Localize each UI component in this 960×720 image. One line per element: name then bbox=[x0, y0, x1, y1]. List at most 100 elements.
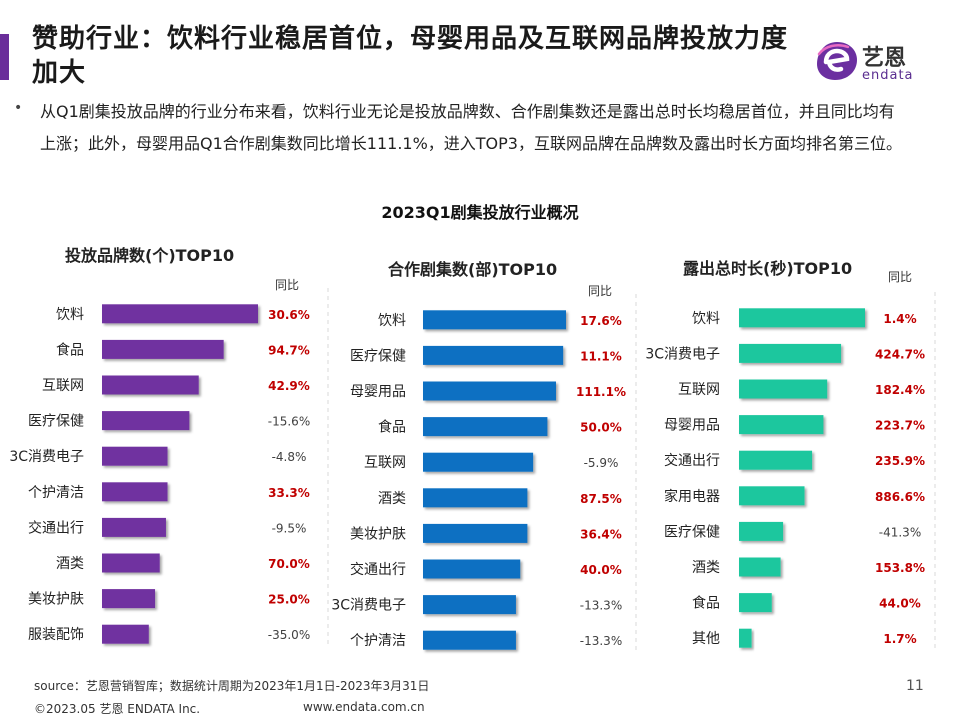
yoy-value: -13.3% bbox=[580, 599, 622, 613]
yoy-value: 1.7% bbox=[883, 632, 916, 646]
bullet-marker: • bbox=[14, 100, 23, 116]
yoy-value: 25.0% bbox=[268, 593, 310, 607]
yoy-value: 17.6% bbox=[580, 314, 622, 328]
series-count-chart-title: 合作剧集数(部)TOP10 bbox=[388, 260, 558, 279]
bar-个护清洁 bbox=[423, 630, 516, 650]
yoy-value: 886.6% bbox=[875, 490, 925, 504]
copyright: ©2023.05 艺恩 ENDATA Inc. bbox=[34, 702, 201, 716]
bar-服装配饰 bbox=[102, 624, 149, 644]
logo-text-en: endata bbox=[862, 68, 914, 83]
bar-饮料 bbox=[423, 310, 566, 330]
yoy-value: 153.8% bbox=[875, 561, 925, 575]
category-label: 母婴用品 bbox=[664, 418, 720, 434]
yoy-value: -4.8% bbox=[272, 450, 307, 464]
bar-医疗保健 bbox=[423, 345, 564, 365]
yoy-value: 182.4% bbox=[875, 383, 925, 397]
summary-text: 从Q1剧集投放品牌的行业分布来看，饮料行业无论是投放品牌数、合作剧集数还是露出总… bbox=[40, 102, 902, 153]
yoy-value: 40.0% bbox=[580, 563, 622, 577]
category-label: 饮料 bbox=[378, 313, 406, 329]
category-label: 饮料 bbox=[692, 311, 720, 327]
title-accent-bar bbox=[0, 34, 9, 80]
category-label: 医疗保健 bbox=[350, 348, 406, 364]
category-label: 个护清洁 bbox=[28, 485, 84, 501]
yoy-value: -35.0% bbox=[268, 628, 310, 642]
bar-医疗保健 bbox=[739, 521, 784, 541]
category-label: 饮料 bbox=[56, 307, 84, 323]
page-number: 11 bbox=[906, 678, 924, 694]
category-label: 食品 bbox=[692, 595, 720, 612]
yoy-value: 424.7% bbox=[875, 347, 925, 361]
category-label: 酒类 bbox=[56, 556, 84, 572]
bar-食品 bbox=[739, 593, 772, 613]
category-label: 个护清洁 bbox=[350, 633, 406, 649]
bar-家用电器 bbox=[739, 486, 805, 506]
bar-交通出行 bbox=[102, 517, 166, 537]
yoy-value: 33.3% bbox=[268, 486, 310, 500]
yoy-value: 44.0% bbox=[879, 597, 921, 611]
yoy-value: 87.5% bbox=[580, 492, 622, 506]
bar-其他 bbox=[739, 628, 752, 648]
bar-3C消费电子 bbox=[423, 595, 516, 615]
bar-互联网 bbox=[102, 375, 199, 395]
yoy-value: 42.9% bbox=[268, 379, 310, 393]
bar-3C消费电子 bbox=[739, 343, 842, 363]
bar-母婴用品 bbox=[423, 381, 556, 401]
yoy-value: -15.6% bbox=[268, 415, 310, 429]
category-label: 医疗保健 bbox=[664, 524, 720, 540]
bar-个护清洁 bbox=[102, 482, 168, 502]
category-label: 家用电器 bbox=[664, 488, 720, 505]
yoy-value: 94.7% bbox=[268, 343, 310, 357]
bar-饮料 bbox=[739, 308, 865, 328]
endata-logo-icon bbox=[817, 42, 857, 80]
bar-交通出行 bbox=[423, 559, 521, 579]
category-label: 互联网 bbox=[42, 378, 84, 394]
bar-美妆护肤 bbox=[423, 523, 528, 543]
category-label: 互联网 bbox=[364, 455, 406, 471]
exposure-time-chart-title: 露出总时长(秒)TOP10 bbox=[683, 259, 853, 278]
category-label: 交通出行 bbox=[350, 561, 406, 578]
bar-3C消费电子 bbox=[102, 446, 168, 466]
bar-美妆护肤 bbox=[102, 589, 156, 609]
category-label: 酒类 bbox=[378, 491, 406, 507]
bar-交通出行 bbox=[739, 450, 813, 470]
category-label: 服装配饰 bbox=[28, 627, 84, 643]
yoy-value: 50.0% bbox=[580, 421, 622, 435]
yoy-value: -41.3% bbox=[879, 525, 921, 539]
source-note: source：艺恩营销智库；数据统计周期为2023年1月1日-2023年3月31… bbox=[34, 679, 430, 693]
website-link[interactable]: www.endata.com.cn bbox=[303, 700, 425, 714]
yoy-value: 36.4% bbox=[580, 527, 622, 541]
category-label: 交通出行 bbox=[664, 452, 720, 469]
category-label: 美妆护肤 bbox=[350, 526, 406, 542]
logo-text-cn: 艺恩 bbox=[862, 46, 907, 71]
exposure-time-chart: 饮料 1.4% 3C消费电子 424.7% 互联网 182.4% 母婴用品 223.7% 交通出… bbox=[645, 292, 936, 652]
bar-母婴用品 bbox=[739, 415, 824, 435]
yoy-value: 30.6% bbox=[268, 308, 310, 322]
bar-医疗保健 bbox=[102, 411, 190, 431]
chart-main-title: 2023Q1剧集投放行业概况 bbox=[381, 203, 579, 222]
brand-count-chart: 饮料 30.6% 食品 94.7% 互联网 42.9% 医疗保健 -15.6% 3C消费电子 -4… bbox=[9, 288, 329, 648]
category-label: 3C消费电子 bbox=[331, 598, 406, 614]
bar-互联网 bbox=[739, 379, 828, 399]
bar-酒类 bbox=[102, 553, 160, 573]
category-label: 互联网 bbox=[678, 382, 720, 398]
brand-count-yoy-header: 同比 bbox=[275, 278, 300, 292]
endata-logo: 艺恩 endata bbox=[815, 38, 930, 86]
bar-饮料 bbox=[102, 304, 258, 324]
category-label: 医疗保健 bbox=[28, 414, 84, 430]
yoy-value: 111.1% bbox=[576, 385, 626, 399]
yoy-value: 11.1% bbox=[580, 349, 622, 363]
yoy-value: -13.3% bbox=[580, 634, 622, 648]
category-label: 酒类 bbox=[692, 560, 720, 576]
category-label: 3C消费电子 bbox=[645, 346, 720, 362]
brand-count-chart-title: 投放品牌数(个)TOP10 bbox=[65, 246, 235, 265]
bar-互联网 bbox=[423, 452, 534, 472]
page-title: 赞助行业：饮料行业稳居首位，母婴用品及互联网品牌投放力度加大 bbox=[32, 24, 789, 88]
bar-食品 bbox=[102, 339, 224, 359]
bar-酒类 bbox=[423, 488, 528, 508]
category-label: 其他 bbox=[692, 631, 720, 647]
category-label: 交通出行 bbox=[28, 519, 84, 536]
yoy-value: 70.0% bbox=[268, 557, 310, 571]
category-label: 美妆护肤 bbox=[28, 592, 84, 608]
yoy-value: 1.4% bbox=[883, 312, 916, 326]
category-label: 母婴用品 bbox=[350, 384, 406, 400]
